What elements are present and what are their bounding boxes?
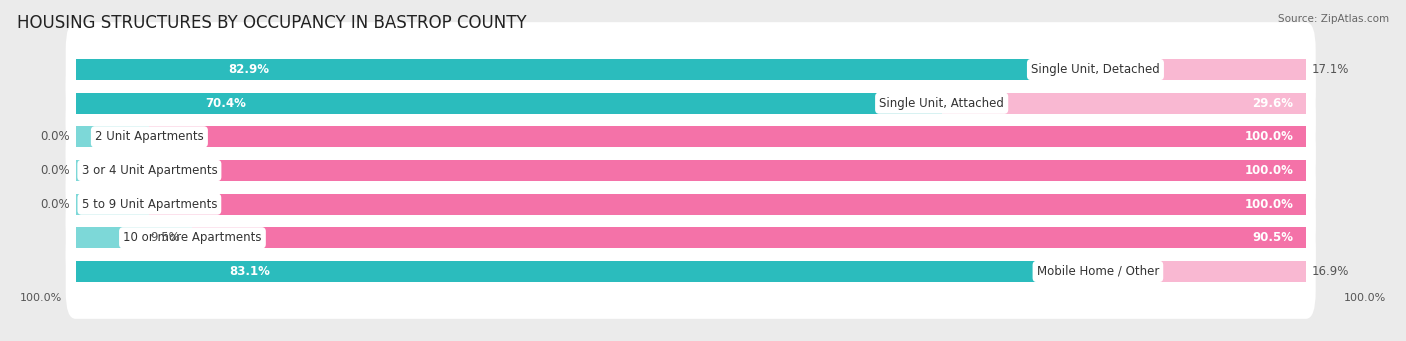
Bar xyxy=(76,261,1098,282)
Bar xyxy=(76,194,149,214)
Text: 83.1%: 83.1% xyxy=(229,265,270,278)
FancyBboxPatch shape xyxy=(66,157,1316,252)
Bar xyxy=(1098,261,1306,282)
Text: 10 or more Apartments: 10 or more Apartments xyxy=(124,231,262,244)
FancyBboxPatch shape xyxy=(66,22,1316,117)
FancyBboxPatch shape xyxy=(66,123,1316,218)
Text: 3 or 4 Unit Apartments: 3 or 4 Unit Apartments xyxy=(82,164,218,177)
Bar xyxy=(149,160,1306,181)
Text: 0.0%: 0.0% xyxy=(39,164,69,177)
Text: 0.0%: 0.0% xyxy=(39,198,69,211)
Bar xyxy=(149,194,1306,214)
Bar xyxy=(1095,59,1306,80)
Text: 17.1%: 17.1% xyxy=(1312,63,1350,76)
Text: 2 Unit Apartments: 2 Unit Apartments xyxy=(96,130,204,143)
Text: Mobile Home / Other: Mobile Home / Other xyxy=(1036,265,1159,278)
Bar xyxy=(76,160,149,181)
Text: 82.9%: 82.9% xyxy=(229,63,270,76)
Text: 16.9%: 16.9% xyxy=(1312,265,1350,278)
Text: Source: ZipAtlas.com: Source: ZipAtlas.com xyxy=(1278,14,1389,24)
FancyBboxPatch shape xyxy=(66,89,1316,184)
FancyBboxPatch shape xyxy=(66,56,1316,151)
Text: 100.0%: 100.0% xyxy=(1344,293,1386,303)
Bar xyxy=(942,93,1306,114)
Text: 9.5%: 9.5% xyxy=(150,231,180,244)
Text: 100.0%: 100.0% xyxy=(20,293,62,303)
Text: 0.0%: 0.0% xyxy=(39,130,69,143)
Text: HOUSING STRUCTURES BY OCCUPANCY IN BASTROP COUNTY: HOUSING STRUCTURES BY OCCUPANCY IN BASTR… xyxy=(17,14,526,32)
Text: Single Unit, Detached: Single Unit, Detached xyxy=(1031,63,1160,76)
Text: 90.5%: 90.5% xyxy=(1253,231,1294,244)
Bar xyxy=(76,59,1095,80)
Text: 5 to 9 Unit Apartments: 5 to 9 Unit Apartments xyxy=(82,198,217,211)
Bar xyxy=(193,227,1306,248)
Bar xyxy=(76,93,942,114)
Bar xyxy=(76,127,149,147)
Text: 29.6%: 29.6% xyxy=(1253,97,1294,110)
Text: 100.0%: 100.0% xyxy=(1244,164,1294,177)
Text: 70.4%: 70.4% xyxy=(205,97,246,110)
Text: 100.0%: 100.0% xyxy=(1244,198,1294,211)
Bar xyxy=(149,127,1306,147)
Bar xyxy=(76,227,193,248)
Text: 100.0%: 100.0% xyxy=(1244,130,1294,143)
Text: Single Unit, Attached: Single Unit, Attached xyxy=(879,97,1004,110)
FancyBboxPatch shape xyxy=(66,224,1316,319)
FancyBboxPatch shape xyxy=(66,190,1316,285)
